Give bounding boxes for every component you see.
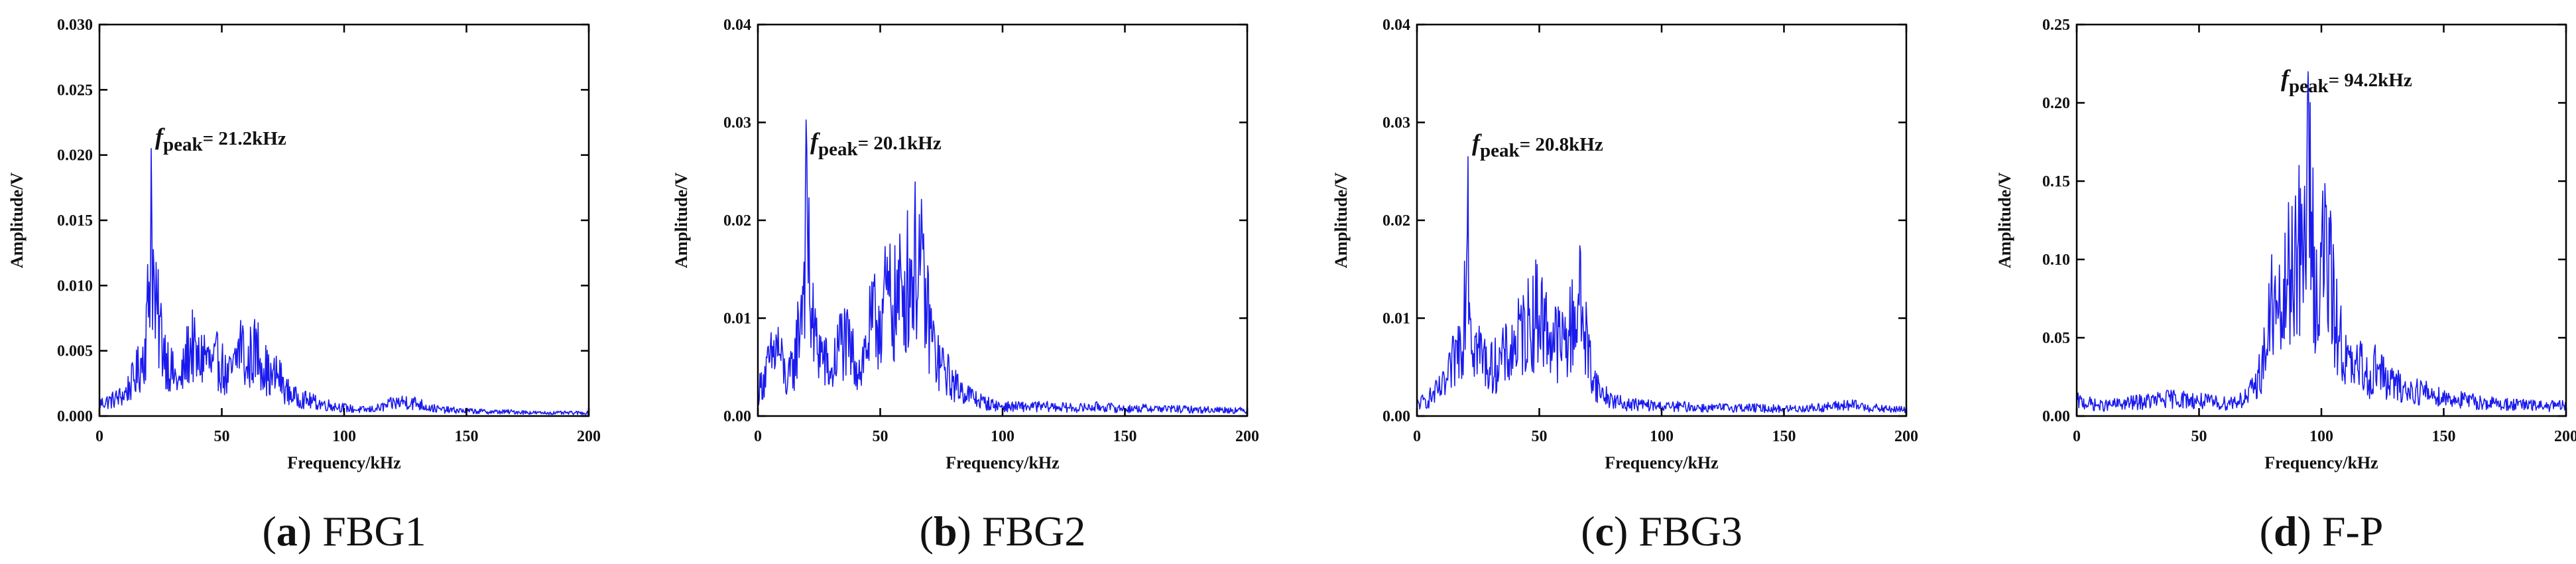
panel-b-caption-label: FBG2 xyxy=(982,508,1086,555)
y-tick-label: 0.000 xyxy=(57,408,93,425)
panel-b-x-axis-title: Frequency/kHz xyxy=(946,453,1059,472)
y-tick-label: 0.03 xyxy=(723,115,751,132)
panel-d-caption-label: F-P xyxy=(2322,508,2384,555)
x-tick-label: 0 xyxy=(95,428,103,445)
panel-b-peak-value: = 20.1kHz xyxy=(858,133,942,154)
panel-b-caption: (b) FBG2 xyxy=(920,508,1086,555)
y-tick-label: 0.03 xyxy=(1382,115,1410,132)
panel-c-peak-subscript: peak xyxy=(1480,140,1520,161)
y-tick-label: 0.00 xyxy=(2042,408,2070,425)
panel-a: 0 50 100 150 200 0.000 0.005 0.010 0.015 0.020 0.0… xyxy=(7,17,601,555)
y-tick-label: 0.25 xyxy=(2042,17,2070,34)
panel-a-caption: (a) FBG1 xyxy=(262,508,426,555)
x-tick-label: 100 xyxy=(332,428,356,445)
x-tick-label: 0 xyxy=(754,428,762,445)
panel-d: 0 50 100 150 200 0.00 0.05 0.10 0.15 0.20 0.25 Fre… xyxy=(1995,17,2576,555)
x-tick-label: 50 xyxy=(1532,428,1548,445)
x-tick-label: 50 xyxy=(2191,428,2207,445)
panel-c-peak-annotation: fpeak= 20.8kHz xyxy=(1472,129,1603,161)
panel-b-peak-symbol: f xyxy=(810,128,820,155)
y-tick-label: 0.01 xyxy=(723,311,751,328)
panel-a-peak-value: = 21.2kHz xyxy=(203,128,286,149)
panel-c-peak-symbol: f xyxy=(1472,129,1482,156)
y-tick-label: 0.10 xyxy=(2042,251,2070,269)
x-tick-label: 150 xyxy=(2432,428,2456,445)
x-tick-label: 100 xyxy=(1650,428,1674,445)
panel-a-x-axis-title: Frequency/kHz xyxy=(287,453,400,472)
panel-c-caption: (c) FBG3 xyxy=(1581,508,1743,555)
spectrum-line xyxy=(2076,71,2567,413)
y-tick-label: 0.010 xyxy=(57,277,93,295)
y-tick-label: 0.05 xyxy=(2042,330,2070,347)
x-tick-label: 200 xyxy=(2554,428,2576,445)
panel-b-ticks: 0 50 100 150 200 0.00 0.01 0.02 0.03 0.04 xyxy=(723,17,1259,445)
x-tick-label: 150 xyxy=(1772,428,1796,445)
x-tick-label: 0 xyxy=(1413,428,1421,445)
spectrum-line xyxy=(99,148,589,415)
panel-a-caption-label: FBG1 xyxy=(322,508,426,555)
panel-a-trace-layer xyxy=(99,148,589,415)
panel-b-plot-frame xyxy=(757,23,1249,417)
panel-a-ticks: 0 50 100 150 200 0.000 0.005 0.010 0.015 0.020 0.0… xyxy=(57,17,601,445)
spectrum-line xyxy=(757,119,1248,414)
panel-c: 0 50 100 150 200 0.00 0.01 0.02 0.03 0.04 Frequen… xyxy=(1331,17,1918,555)
panel-a-peak-subscript: peak xyxy=(163,134,204,155)
panel-c-caption-label: FBG3 xyxy=(1638,508,1743,555)
panel-d-x-axis-title: Frequency/kHz xyxy=(2264,453,2378,472)
spectrum-line xyxy=(1416,156,1907,413)
panel-c-peak-value: = 20.8kHz xyxy=(1520,134,1603,155)
y-tick-label: 0.15 xyxy=(2042,173,2070,190)
y-tick-label: 0.00 xyxy=(1382,408,1410,425)
y-tick-label: 0.04 xyxy=(723,17,751,34)
panel-a-peak-symbol: f xyxy=(155,123,165,150)
y-tick-label: 0.02 xyxy=(1382,212,1410,230)
panel-c-y-axis-title: Amplitude/V xyxy=(1331,173,1351,269)
x-tick-label: 200 xyxy=(577,428,601,445)
x-tick-label: 0 xyxy=(2073,428,2081,445)
x-tick-label: 50 xyxy=(873,428,889,445)
panel-c-ticks: 0 50 100 150 200 0.00 0.01 0.02 0.03 0.04 xyxy=(1382,17,1918,445)
y-tick-label: 0.01 xyxy=(1382,311,1410,328)
x-tick-label: 150 xyxy=(455,428,479,445)
panel-c-caption-letter: c xyxy=(1595,508,1614,555)
y-tick-label: 0.015 xyxy=(57,212,93,230)
panel-d-peak-annotation: fpeak= 94.2kHz xyxy=(2281,65,2412,97)
panel-c-x-axis-title: Frequency/kHz xyxy=(1605,453,1718,472)
x-tick-label: 200 xyxy=(1235,428,1259,445)
y-tick-label: 0.20 xyxy=(2042,95,2070,112)
panel-c-trace-layer xyxy=(1416,156,1907,413)
x-tick-label: 200 xyxy=(1894,428,1918,445)
panel-b-peak-subscript: peak xyxy=(818,139,859,160)
x-tick-label: 150 xyxy=(1113,428,1137,445)
panel-d-peak-value: = 94.2kHz xyxy=(2329,70,2412,91)
x-tick-label: 100 xyxy=(991,428,1014,445)
panel-b-trace-layer xyxy=(757,119,1248,414)
panel-a-y-axis-title: Amplitude/V xyxy=(7,173,27,269)
y-tick-label: 0.02 xyxy=(723,212,751,230)
panel-d-peak-symbol: f xyxy=(2281,65,2291,92)
panel-a-peak-annotation: fpeak= 21.2kHz xyxy=(155,123,286,155)
panel-d-caption: (d) F-P xyxy=(2260,508,2384,555)
panel-b: 0 50 100 150 200 0.00 0.01 0.02 0.03 0.04 Frequen… xyxy=(672,17,1259,555)
y-tick-label: 0.005 xyxy=(57,343,93,360)
y-tick-label: 0.025 xyxy=(57,82,93,99)
panel-b-y-axis-title: Amplitude/V xyxy=(672,173,691,269)
panel-d-trace-layer xyxy=(2076,71,2567,413)
panel-d-ticks: 0 50 100 150 200 0.00 0.05 0.10 0.15 0.20 0.25 xyxy=(2042,17,2576,445)
panel-d-peak-subscript: peak xyxy=(2289,76,2329,97)
y-tick-label: 0.00 xyxy=(723,408,751,425)
y-tick-label: 0.030 xyxy=(57,17,93,34)
x-tick-label: 50 xyxy=(214,428,230,445)
panel-d-caption-letter: d xyxy=(2274,508,2298,555)
x-tick-label: 100 xyxy=(2309,428,2333,445)
panel-b-peak-annotation: fpeak= 20.1kHz xyxy=(810,128,942,160)
panel-b-caption-letter: b xyxy=(934,508,957,555)
panel-a-caption-letter: a xyxy=(276,508,298,555)
y-tick-label: 0.020 xyxy=(57,147,93,165)
panel-d-y-axis-title: Amplitude/V xyxy=(1995,173,2014,269)
y-tick-label: 0.04 xyxy=(1382,17,1410,34)
